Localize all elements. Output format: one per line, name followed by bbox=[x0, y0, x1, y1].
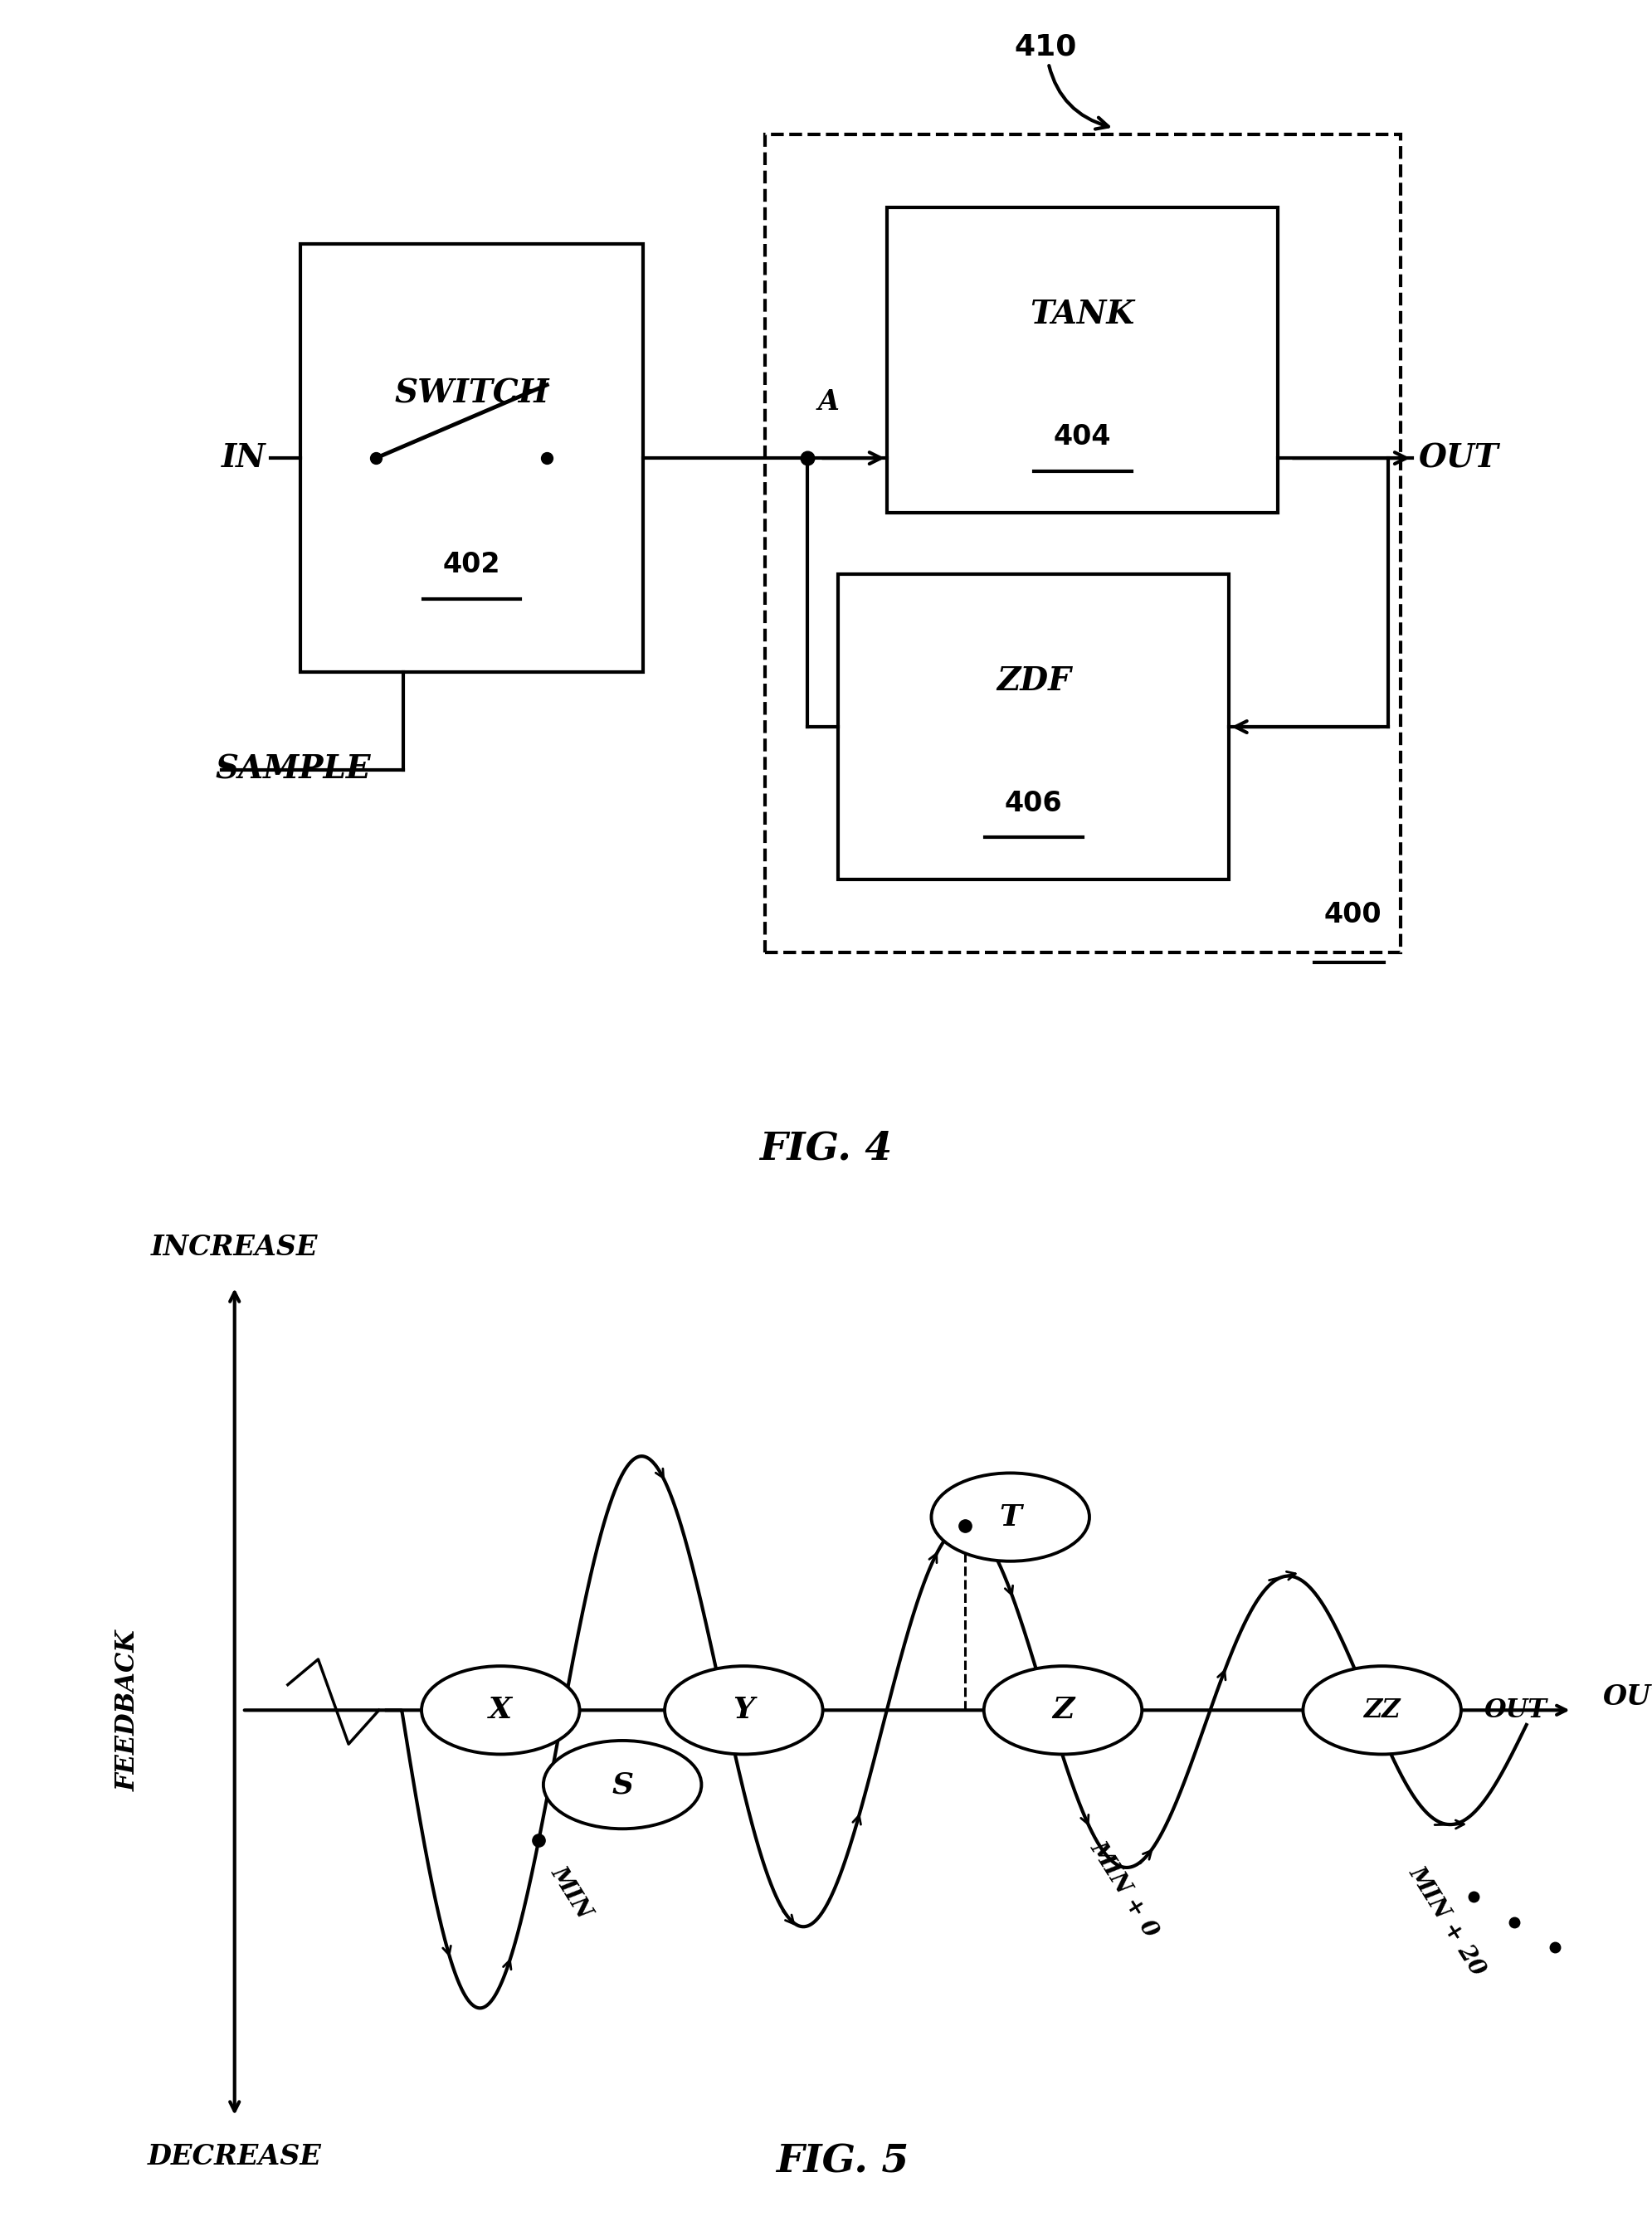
Text: INCREASE: INCREASE bbox=[150, 1233, 319, 1262]
Text: FIG. 4: FIG. 4 bbox=[760, 1128, 892, 1168]
Text: SWITCH: SWITCH bbox=[395, 378, 548, 409]
Text: 406: 406 bbox=[1004, 788, 1062, 817]
Text: 400: 400 bbox=[1325, 902, 1381, 928]
Text: FEEDBACK: FEEDBACK bbox=[116, 1630, 140, 1790]
Text: FIG. 5: FIG. 5 bbox=[776, 2143, 909, 2181]
Text: OUT: OUT bbox=[1483, 1697, 1546, 1723]
Bar bbox=[301, 244, 643, 671]
Text: IN: IN bbox=[221, 442, 266, 473]
Text: A: A bbox=[818, 389, 839, 415]
Text: ZZ: ZZ bbox=[1363, 1697, 1401, 1723]
Text: TANK: TANK bbox=[1031, 300, 1135, 331]
Text: T: T bbox=[999, 1504, 1021, 1530]
Text: MIN + 0: MIN + 0 bbox=[1085, 1837, 1163, 1941]
Text: OUT: OUT bbox=[1602, 1684, 1652, 1710]
Text: S: S bbox=[611, 1770, 633, 1799]
Bar bbox=[887, 209, 1279, 513]
Circle shape bbox=[664, 1666, 823, 1755]
Text: MIN + 20: MIN + 20 bbox=[1404, 1863, 1490, 1981]
Bar bbox=[838, 573, 1229, 880]
Text: 404: 404 bbox=[1054, 422, 1112, 451]
Text: Y: Y bbox=[733, 1697, 755, 1723]
Text: OUT: OUT bbox=[1419, 442, 1498, 473]
Text: 410: 410 bbox=[1014, 33, 1108, 129]
Text: DECREASE: DECREASE bbox=[147, 2143, 322, 2170]
Circle shape bbox=[1303, 1666, 1460, 1755]
Circle shape bbox=[421, 1666, 580, 1755]
Circle shape bbox=[985, 1666, 1142, 1755]
Text: Z: Z bbox=[1052, 1697, 1074, 1723]
Text: SAMPLE: SAMPLE bbox=[215, 753, 370, 786]
Text: ZDF: ZDF bbox=[996, 666, 1070, 697]
Text: X: X bbox=[489, 1697, 512, 1723]
Circle shape bbox=[544, 1741, 702, 1828]
Text: 402: 402 bbox=[443, 551, 501, 580]
Circle shape bbox=[932, 1473, 1089, 1561]
Text: MIN: MIN bbox=[547, 1863, 595, 1923]
